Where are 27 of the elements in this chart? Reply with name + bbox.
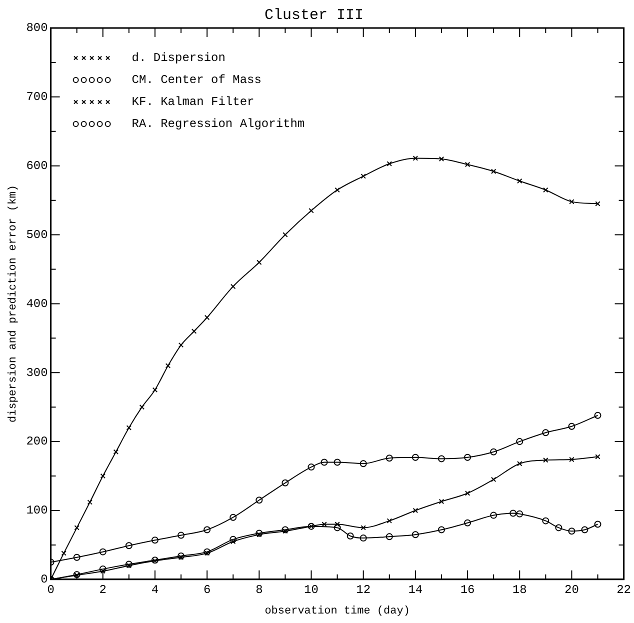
x-tick-label: 4 [151, 582, 159, 597]
x-tick-label: 18 [512, 582, 527, 597]
x-tick-label: 12 [356, 582, 371, 597]
y-axis-title: dispersion and prediction error (km) [8, 184, 20, 423]
x-tick-label: 6 [203, 582, 211, 597]
y-tick-label: 300 [26, 366, 48, 380]
y-tick-label: 600 [26, 159, 48, 174]
legend-label: CM. Center of Mass [132, 73, 262, 88]
chart-title: Cluster III [264, 6, 364, 24]
legend-label: RA. Regression Algorithm [132, 117, 305, 132]
y-tick-label: 200 [26, 434, 48, 449]
x-axis-title: observation time (day) [264, 605, 410, 618]
x-tick-label: 2 [99, 582, 106, 597]
x-tick-label: 22 [616, 582, 631, 597]
x-tick-label: 10 [304, 582, 318, 597]
x-tick-label: 8 [256, 582, 263, 597]
y-tick-label: 400 [26, 296, 48, 311]
y-tick-label: 700 [26, 90, 48, 104]
y-tick-label: 100 [26, 504, 48, 518]
x-tick-label: 20 [564, 582, 579, 597]
legend-label: KF. Kalman Filter [132, 95, 254, 110]
y-tick-label: 800 [26, 21, 48, 36]
y-tick-label: 500 [26, 228, 48, 242]
legend-label: d. Dispersion [132, 51, 226, 66]
y-tick-label: 0 [40, 572, 48, 587]
x-tick-label: 16 [460, 582, 475, 597]
x-tick-label: 14 [408, 582, 423, 597]
